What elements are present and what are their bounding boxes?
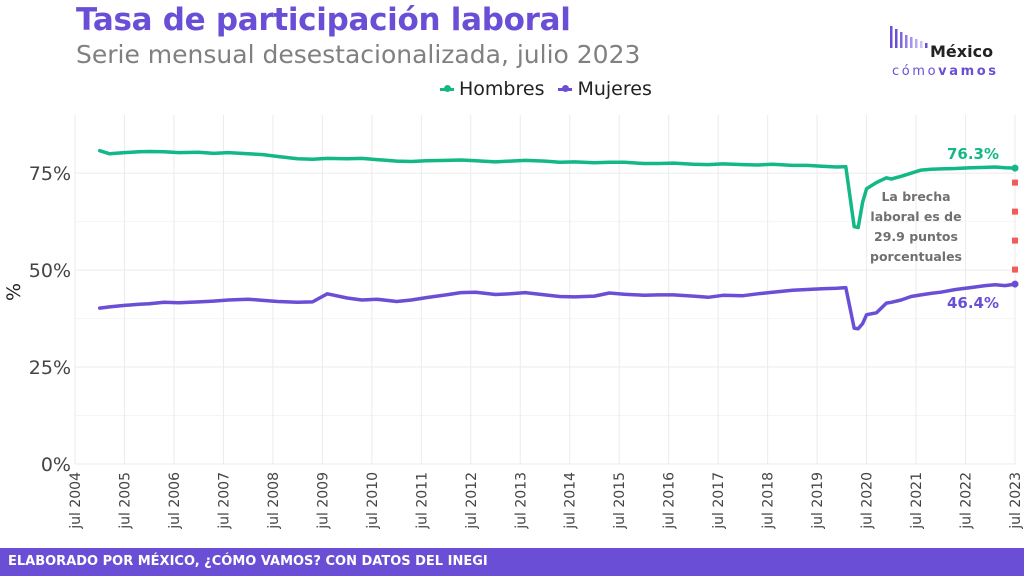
logo-wordmark: México	[930, 42, 994, 61]
chart-legend: Hombres Mujeres	[440, 78, 666, 100]
end-point-mujeres	[1011, 280, 1019, 288]
y-axis-label: %	[3, 283, 25, 301]
gap-annotation-line-3: 29.9 puntos	[874, 229, 958, 244]
line-chart: 0%25%50%75% jul 2004 jul 2005 jul 2006 jul …	[3, 115, 1024, 530]
end-label-mujeres: 46.4%	[947, 294, 999, 312]
x-tick-label: jul 2007	[216, 472, 232, 530]
x-tick-label: jul 2008	[266, 472, 282, 530]
end-point-hombres	[1011, 164, 1019, 172]
series-line-mujeres	[97, 282, 1017, 331]
legend-label-mujeres: Mujeres	[577, 78, 652, 100]
y-tick-label: 75%	[29, 163, 71, 185]
x-tick-label: jul 2013	[513, 472, 529, 530]
gap-marker	[1012, 266, 1018, 273]
x-tick-label: jul 2010	[365, 472, 381, 530]
legend-label-hombres: Hombres	[459, 78, 545, 100]
logo-tagline-b: vamos	[938, 64, 999, 79]
chart-subtitle: Serie mensual desestacionalizada, julio …	[76, 40, 641, 69]
x-tick-label: jul 2015	[612, 472, 628, 530]
gap-marker	[1012, 208, 1018, 215]
y-tick-label: 0%	[41, 454, 71, 476]
legend-item-mujeres: Mujeres	[558, 78, 652, 100]
x-tick-label: jul 2022	[959, 472, 975, 530]
x-tick-label: jul 2019	[810, 472, 826, 530]
logo-bars-icon	[890, 26, 928, 48]
gap-annotation-line-4: porcentuales	[870, 249, 962, 264]
x-tick-label: jul 2009	[315, 472, 331, 530]
end-label-hombres: 76.3%	[947, 145, 999, 163]
x-tick-label: jul 2020	[860, 472, 876, 530]
x-tick-label: jul 2018	[761, 472, 777, 530]
gap-annotation-line-1: La brecha	[881, 189, 950, 204]
footer-credit: ELABORADO POR MÉXICO, ¿CÓMO VAMOS? CON D…	[8, 554, 488, 569]
series-line-hombres	[97, 148, 1017, 230]
legend-swatch-mujeres	[558, 85, 573, 92]
x-tick-label: jul 2017	[711, 472, 727, 530]
x-tick-label: jul 2016	[662, 472, 678, 530]
gap-annotation-line-2: laboral es de	[870, 209, 961, 224]
y-axis: 0% 25% 50% 75%	[29, 163, 71, 476]
gap-marker	[1012, 237, 1018, 244]
x-tick-label: jul 2011	[414, 472, 430, 530]
chart-title: Tasa de participación laboral	[76, 2, 571, 38]
legend-item-hombres: Hombres	[440, 78, 544, 100]
logo-tagline: cómovamos	[892, 64, 999, 79]
gap-markers	[1012, 179, 1018, 273]
logo-tagline-a: cómo	[892, 64, 939, 79]
x-tick-label: jul 2023	[1008, 472, 1024, 530]
x-tick-label: jul 2012	[464, 472, 480, 530]
x-axis: jul 2004 jul 2005 jul 2006 jul 2007 jul 2008…	[68, 472, 1024, 530]
series-layer	[97, 148, 1019, 331]
x-tick-label: jul 2005	[117, 472, 133, 530]
gap-marker	[1012, 179, 1018, 186]
mexico-como-vamos-logo: México cómovamos	[888, 20, 1006, 82]
legend-swatch-hombres	[440, 85, 454, 92]
x-tick-label: jul 2014	[563, 472, 579, 530]
x-tick-label: jul 2004	[68, 472, 84, 530]
x-tick-label: jul 2021	[909, 472, 925, 530]
y-tick-label: 25%	[29, 357, 71, 379]
x-tick-label: jul 2006	[167, 472, 183, 530]
footer-bar: ELABORADO POR MÉXICO, ¿CÓMO VAMOS? CON D…	[0, 548, 1024, 576]
grid-layer	[74, 115, 1016, 465]
gap-annotation: La brecha laboral es de 29.9 puntos porc…	[870, 189, 962, 264]
y-tick-label: 50%	[29, 260, 71, 282]
